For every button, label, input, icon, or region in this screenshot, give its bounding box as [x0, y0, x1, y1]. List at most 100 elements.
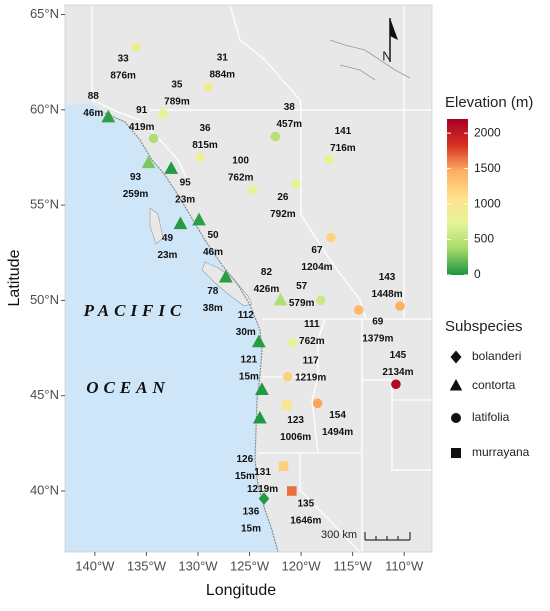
point-id: 69	[372, 317, 384, 328]
point-id: 111	[304, 319, 320, 330]
marker	[324, 154, 334, 165]
color-legend-title: Elevation (m)	[445, 94, 533, 111]
north-arrow: N	[382, 18, 398, 63]
marker	[195, 152, 205, 163]
scale-bar-label: 300 km	[321, 529, 357, 541]
marker	[173, 216, 188, 230]
elevation-label: 1646m	[290, 516, 321, 527]
elevation-label: 884m	[210, 70, 236, 81]
marker	[312, 398, 323, 409]
point-id: 31	[217, 53, 229, 64]
marker	[252, 410, 267, 424]
x-tick-label: 120°W	[281, 558, 321, 573]
elevation-label: 38m	[203, 303, 223, 314]
point-id: 123	[287, 415, 304, 426]
marker	[192, 212, 206, 226]
marker	[258, 492, 270, 505]
elevation-label: 876m	[110, 71, 136, 82]
marker	[148, 133, 159, 144]
shape-legend-title: Subspecies	[445, 318, 523, 335]
marker	[282, 371, 293, 382]
north-label: N	[382, 48, 391, 63]
x-tick-label: 135°W	[127, 558, 167, 573]
points: 136 15m 88 46m 93 259m 95 23m 49 23m 50 46m 78 38m 82 4…	[83, 42, 414, 534]
point-id: 135	[297, 499, 314, 510]
haida-gwaii	[149, 207, 164, 245]
ocean	[65, 103, 278, 552]
colorbar-label: 500	[474, 232, 494, 246]
panel-border	[64, 4, 433, 553]
marker	[203, 82, 214, 92]
point-id: 117	[303, 355, 320, 366]
elevation-label: 15m	[235, 471, 255, 482]
legend-label: bolanderi	[472, 349, 521, 363]
colorbar	[447, 119, 468, 275]
marker	[218, 269, 233, 283]
marker	[315, 295, 326, 306]
point-id: 141	[335, 126, 352, 137]
elevation-label: 23m	[175, 195, 195, 206]
point-id: 82	[261, 267, 273, 278]
marker	[395, 301, 405, 311]
legend-symbol	[450, 350, 462, 364]
point-id: 154	[329, 410, 346, 421]
marker	[286, 486, 297, 496]
y-axis-title: Latitude	[6, 249, 23, 306]
elevation-label: 716m	[330, 143, 356, 154]
elevation-label: 762m	[228, 173, 254, 184]
colorbar-label: 1500	[474, 161, 501, 175]
point-id: 131	[254, 467, 271, 478]
y-tick-label: 55°N	[30, 197, 59, 212]
point-id: 36	[199, 123, 211, 134]
point-id: 38	[284, 102, 296, 113]
point-id: 95	[180, 178, 192, 189]
elevation-label: 1006m	[280, 432, 311, 443]
marker	[158, 108, 168, 119]
x-tick-label: 110°W	[385, 558, 424, 573]
point-id: 145	[390, 350, 407, 361]
elevation-label: 2134m	[382, 367, 413, 378]
rivers	[329, 39, 411, 81]
legend-symbol	[451, 448, 461, 458]
point-id: 136	[243, 506, 260, 517]
x-tick-label: 115°W	[334, 558, 373, 573]
elevation-label: 579m	[289, 298, 315, 309]
elevation-label: 46m	[203, 247, 223, 258]
marker	[270, 131, 281, 142]
y-tick-label: 45°N	[30, 387, 59, 402]
marker	[273, 292, 288, 306]
marker	[291, 179, 301, 189]
marker	[288, 337, 298, 348]
elevation-label: 815m	[192, 140, 218, 151]
point-id: 26	[277, 192, 289, 203]
y-tick-label: 50°N	[30, 292, 59, 307]
point-id: 78	[207, 286, 219, 297]
elevation-label: 1219m	[295, 372, 326, 383]
point-id: 126	[236, 454, 253, 465]
elevation-label: 1219m	[247, 484, 278, 495]
elevation-label: 1448m	[371, 289, 402, 300]
point-id: 33	[118, 54, 130, 65]
ocean-label: OCEAN	[86, 378, 170, 397]
north-arrow-head	[390, 18, 398, 40]
x-tick-label: 130°W	[178, 558, 218, 573]
elevation-label: 762m	[299, 336, 325, 347]
point-id: 67	[311, 245, 323, 256]
colorbar-label: 1000	[474, 196, 501, 210]
elevation-label: 419m	[129, 122, 155, 133]
coastline	[104, 112, 279, 552]
marker	[131, 42, 141, 52]
elevation-label: 789m	[164, 96, 190, 107]
elevation-label: 1379m	[362, 334, 393, 345]
point-id: 112	[238, 310, 255, 321]
marker	[278, 461, 289, 472]
y-tick-label: 60°N	[30, 101, 59, 116]
marker	[251, 334, 266, 348]
point-id: 88	[88, 91, 100, 102]
elevation-label: 46m	[83, 108, 103, 119]
marker	[247, 185, 258, 195]
legend-label: murrayana	[472, 445, 530, 459]
marker	[255, 382, 269, 395]
marker	[164, 161, 179, 174]
